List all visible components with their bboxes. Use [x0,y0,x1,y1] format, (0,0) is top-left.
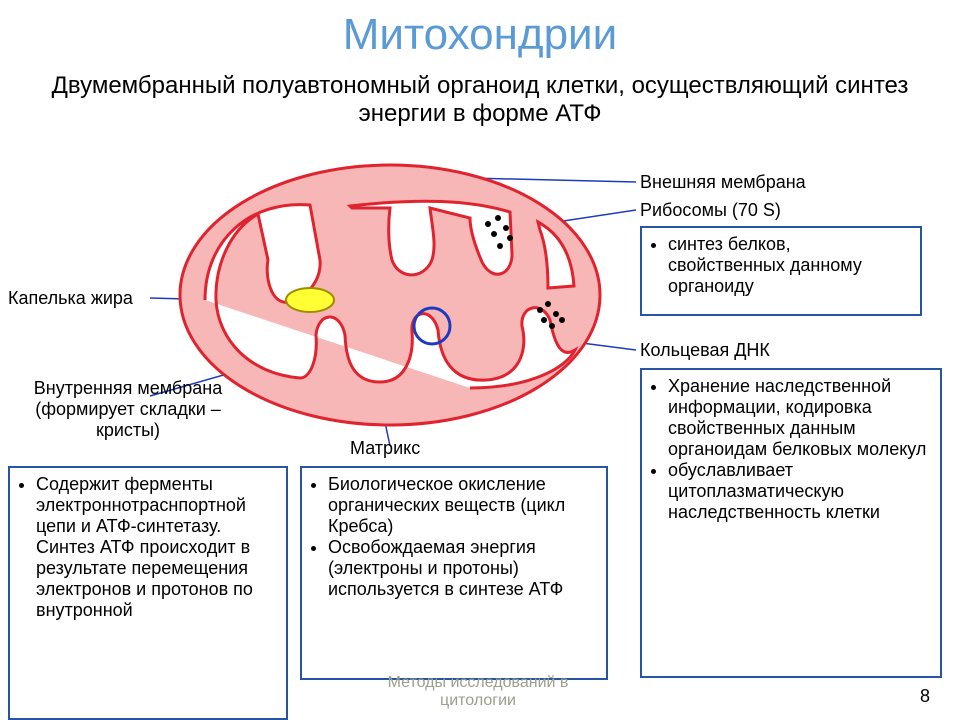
matrix-info-item: Освобождаемая энергия (электроны и прото… [328,537,598,600]
ribosome-info-item: синтез белков, свойственных данному орга… [668,234,912,297]
dna-info-item: обуславливает цитоплазматическую наследс… [668,460,932,523]
inner-membrane-info-box: Содержит ферменты электроннотраснпортной… [8,466,288,720]
matrix-info-item: Биологическое окисление органических вещ… [328,474,598,537]
label-ribosomes: Рибосомы (70 S) [640,200,781,221]
label-circular-dna: Кольцевая ДНК [640,340,770,361]
inner-info-item: Содержит ферменты электроннотраснпортной… [36,474,278,621]
dna-info-item: Хранение наследственной информации, коди… [668,376,932,460]
footer-text: Методы исследований в цитологии [378,674,578,710]
label-fat-drop: Капелька жира [8,288,133,309]
slide-number: 8 [920,686,930,707]
fat-droplet-shape [286,288,334,312]
label-outer-membrane: Внешняя мембрана [640,172,806,193]
label-inner-membrane: Внутренняя мембрана (формирует складки –… [8,378,248,441]
matrix-info-box: Биологическое окисление органических вещ… [300,466,608,680]
label-matrix: Матрикс [350,438,420,459]
ribosome-info-box: синтез белков, свойственных данному орга… [640,226,922,316]
dna-info-box: Хранение наследственной информации, коди… [640,368,942,678]
